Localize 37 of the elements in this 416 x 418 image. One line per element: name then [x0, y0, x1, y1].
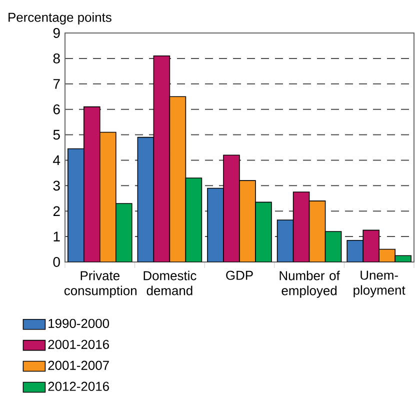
bar: [137, 136, 154, 262]
y-tick-label: 0: [53, 257, 60, 267]
legend-label: 2001-2016: [48, 340, 109, 349]
bar: [207, 188, 224, 262]
bar: [169, 96, 186, 262]
legend-label: 2012-2016: [48, 382, 109, 391]
legend-label: 2001-2007: [48, 360, 109, 370]
bar: [116, 203, 132, 262]
bar: [362, 230, 380, 262]
y-tick-label: 1: [54, 232, 60, 242]
y-tick-label: 8: [53, 54, 60, 64]
legend-label: 1990-2000: [48, 318, 110, 328]
x-tick-label: Private consumption: [64, 270, 136, 298]
bar: [223, 154, 240, 262]
bar: [68, 148, 84, 262]
y-tick-label: 2: [53, 206, 60, 216]
bar: [292, 192, 310, 262]
y-tick-label: 7: [53, 79, 60, 89]
bar: [276, 220, 294, 262]
bar: [324, 231, 342, 262]
bar: [185, 178, 202, 262]
y-tick-label: 4: [53, 155, 60, 166]
y-axis-title: Percentage points: [8, 12, 112, 24]
bar: [153, 56, 170, 262]
bar: [239, 180, 256, 262]
x-tick-label: GDP: [226, 270, 253, 280]
y-tick-label: 3: [53, 180, 60, 191]
x-tick-label: Unem-ployment: [354, 270, 406, 298]
bar: [100, 132, 116, 262]
bar: [255, 202, 272, 262]
y-tick-label: 6: [53, 104, 60, 114]
x-tick-label: Number of employed: [280, 270, 340, 298]
y-tick-label: 5: [53, 130, 60, 140]
x-tick-label: Domestic demand: [144, 270, 196, 296]
bar: [308, 200, 326, 262]
bar: [84, 106, 100, 262]
y-tick-label: 9: [53, 28, 60, 38]
